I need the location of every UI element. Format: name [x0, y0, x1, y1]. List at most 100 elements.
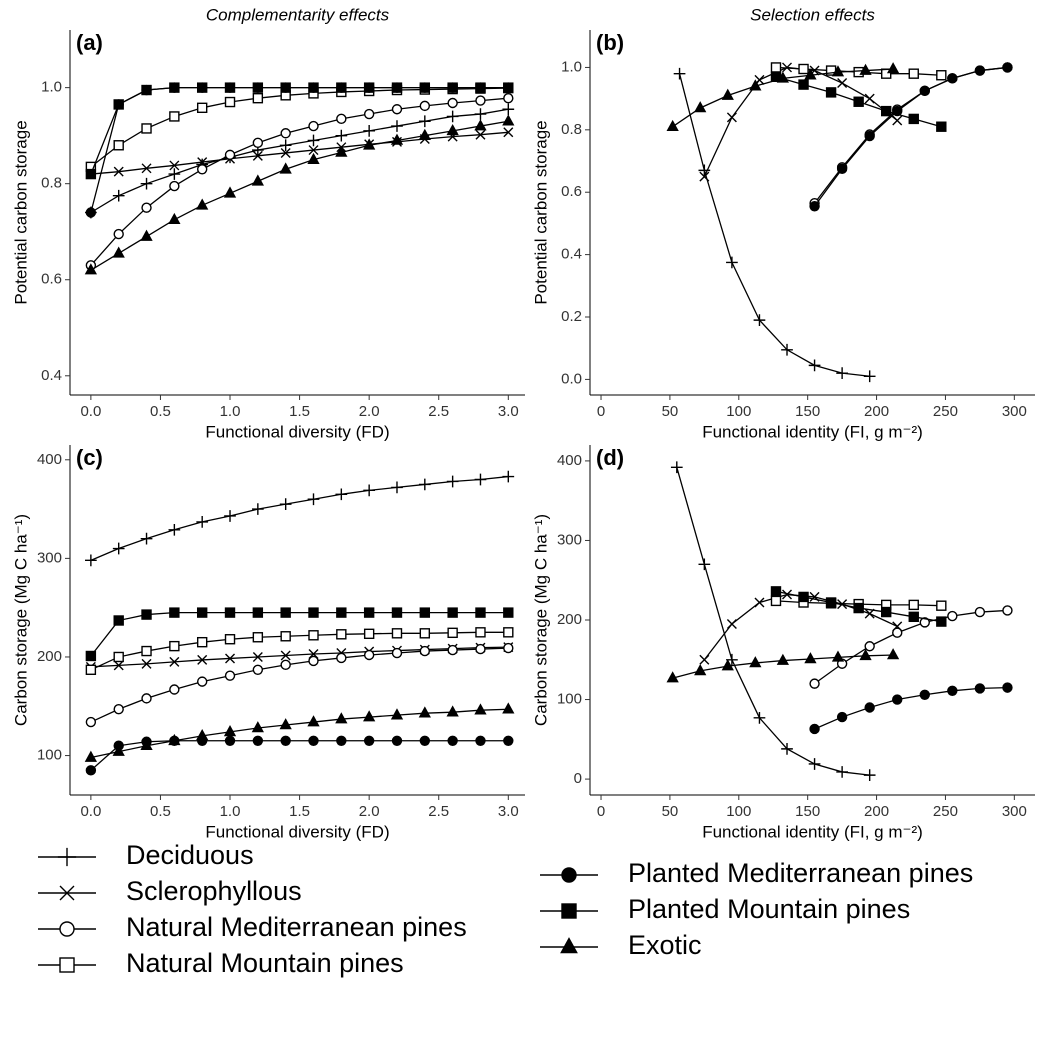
marker — [837, 78, 848, 89]
marker — [418, 706, 431, 718]
marker — [224, 149, 236, 161]
marker — [336, 735, 347, 746]
marker — [474, 703, 487, 715]
series-line — [90, 86, 509, 213]
marker — [169, 684, 180, 695]
marker — [224, 510, 236, 522]
series-line — [814, 66, 1008, 207]
x-tick-label: 250 — [933, 803, 958, 820]
marker — [749, 656, 762, 668]
marker — [280, 650, 291, 661]
marker — [168, 168, 181, 180]
marker — [141, 693, 152, 704]
marker — [446, 110, 459, 123]
panel-title: Complementarity effects — [206, 5, 390, 24]
marker — [474, 473, 487, 486]
marker — [974, 65, 986, 76]
marker — [974, 683, 986, 694]
marker — [141, 658, 152, 669]
marker — [252, 632, 264, 643]
marker — [196, 728, 209, 741]
x-tick-label: 250 — [933, 403, 958, 420]
marker — [224, 607, 236, 618]
x-tick-label: 3.0 — [498, 803, 519, 820]
marker — [280, 147, 291, 158]
marker — [947, 610, 958, 622]
marker — [908, 113, 919, 125]
marker — [863, 370, 876, 383]
marker — [141, 202, 152, 213]
marker — [418, 115, 431, 128]
series-line — [90, 86, 509, 175]
marker — [836, 163, 848, 175]
marker — [308, 120, 319, 132]
x-tick-label: 1.5 — [289, 803, 310, 820]
marker — [252, 664, 264, 675]
marker — [754, 597, 765, 608]
marker — [251, 503, 264, 515]
marker — [698, 164, 711, 177]
marker — [390, 708, 404, 720]
marker — [336, 82, 347, 93]
series-line — [814, 66, 1008, 204]
marker — [831, 650, 845, 662]
y-axis-label: Potential carbon storage — [11, 120, 30, 304]
marker — [391, 120, 403, 132]
marker — [698, 558, 711, 571]
marker — [280, 631, 291, 642]
series-line — [90, 631, 509, 671]
marker — [363, 607, 375, 618]
marker — [502, 470, 515, 483]
marker — [363, 628, 375, 640]
marker — [168, 523, 181, 536]
marker — [808, 359, 821, 372]
marker — [502, 702, 515, 714]
marker — [336, 607, 347, 618]
x-tick-label: 300 — [1002, 403, 1027, 420]
marker — [391, 104, 403, 115]
panel-label: (c) — [76, 445, 103, 470]
marker — [936, 121, 947, 132]
x-tick-label: 100 — [726, 803, 751, 820]
marker — [809, 678, 820, 689]
marker — [85, 554, 97, 567]
marker — [475, 735, 486, 746]
marker — [892, 627, 903, 638]
marker — [363, 484, 376, 497]
marker — [196, 676, 208, 687]
marker — [252, 607, 264, 618]
series-line — [90, 120, 509, 271]
marker — [666, 119, 679, 132]
y-axis-label: Carbon storage (Mg C ha⁻¹) — [11, 514, 30, 726]
marker — [475, 643, 486, 655]
legend-label: Sclerophyllous — [126, 876, 302, 906]
marker — [419, 735, 431, 746]
marker — [859, 63, 872, 75]
marker — [280, 128, 291, 139]
marker — [936, 70, 947, 81]
marker — [836, 367, 848, 380]
marker — [694, 664, 707, 676]
series-line — [90, 87, 509, 168]
marker — [502, 103, 515, 116]
y-tick-label: 0.4 — [561, 246, 582, 263]
x-tick-label: 0.0 — [80, 403, 101, 420]
marker — [503, 735, 514, 746]
y-tick-label: 0.8 — [41, 175, 62, 192]
marker — [252, 82, 264, 93]
marker — [864, 130, 875, 142]
marker — [85, 168, 97, 180]
x-tick-label: 100 — [726, 403, 751, 420]
legend-label: Exotic — [628, 930, 702, 960]
series-line — [90, 108, 509, 214]
marker — [726, 618, 737, 629]
marker — [892, 115, 903, 126]
marker — [721, 88, 734, 100]
marker — [881, 105, 892, 117]
y-tick-label: 1.0 — [41, 79, 62, 96]
marker — [447, 627, 458, 639]
marker — [112, 542, 125, 555]
marker — [308, 655, 319, 667]
marker — [391, 607, 403, 618]
marker — [1002, 682, 1013, 693]
